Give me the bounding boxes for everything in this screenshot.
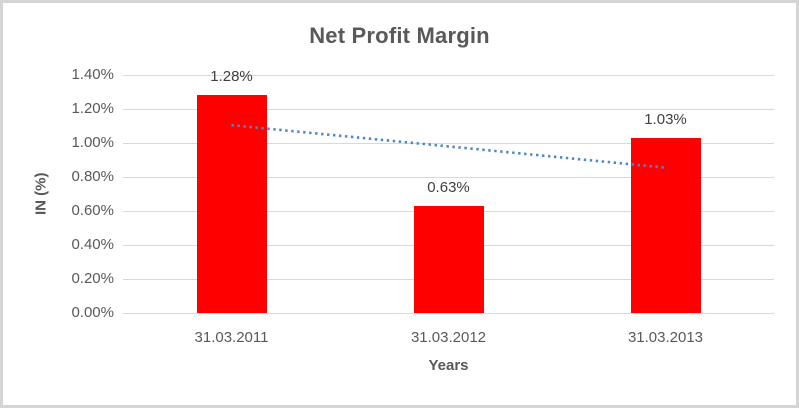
y-axis-tick-label: 0.60% [71,202,114,219]
gridline [123,75,774,76]
bar-data-label: 0.63% [427,178,470,196]
x-axis-title: Years [428,357,469,374]
y-axis-tick-label: 0.80% [71,168,114,185]
y-axis-tick-label: 1.40% [71,66,114,83]
x-axis-tick-label: 31.03.2013 [627,329,704,346]
y-axis-tick-label: 1.20% [71,100,114,117]
bar [413,205,484,313]
bar-data-label: 1.03% [644,110,687,128]
y-axis-tick-label: 0.40% [71,236,114,253]
y-axis-tick-label: 0.00% [71,304,114,321]
y-axis-tick-label: 0.20% [71,270,114,287]
x-axis-tick-label: 31.03.2012 [410,329,487,346]
bar [630,137,701,313]
chart-title: Net Profit Margin [309,23,490,48]
gridline [123,313,774,314]
y-axis-tick-label: 1.00% [71,134,114,151]
gridline [123,109,774,110]
bar [196,95,267,313]
gridline [123,177,774,178]
bar-data-label: 1.28% [210,68,253,86]
x-axis-tick-label: 31.03.2011 [194,329,269,346]
